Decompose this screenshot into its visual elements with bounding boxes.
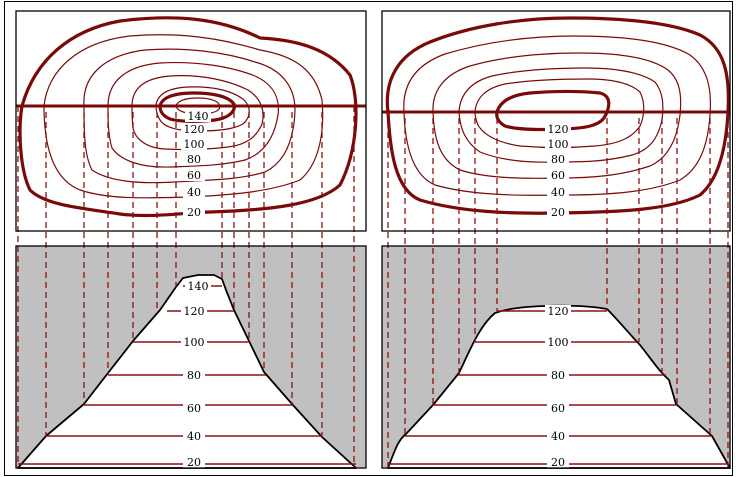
right-profile-label-100: 100 xyxy=(548,336,569,349)
right-map-label-120: 120 xyxy=(548,123,569,136)
right-profile-frame xyxy=(381,245,731,469)
right-panel: 120 100 80 60 40 20 120 100 80 60 40 20 xyxy=(381,10,731,469)
right-contour-40 xyxy=(403,35,712,196)
left-profile-label-100: 100 xyxy=(184,336,205,349)
right-profile-labels: 120 100 80 60 40 20 xyxy=(545,305,571,469)
left-map-label-60: 60 xyxy=(187,169,201,182)
left-profile-label-80: 80 xyxy=(187,369,201,382)
right-map-label-20: 20 xyxy=(551,206,565,219)
left-contour-40 xyxy=(43,34,324,199)
right-profile-label-40: 40 xyxy=(551,430,565,443)
right-map-label-100: 100 xyxy=(548,138,569,151)
left-contour-140 xyxy=(158,91,236,123)
left-profile-label-20: 20 xyxy=(187,456,201,469)
right-contour-120 xyxy=(495,89,611,132)
right-projection-lines xyxy=(387,112,729,468)
left-profile-frame xyxy=(15,245,367,469)
left-map-labels: 140 120 100 80 60 40 20 xyxy=(181,110,211,219)
left-contour-100 xyxy=(131,75,264,151)
right-map-label-60: 60 xyxy=(551,169,565,182)
left-map-label-140: 140 xyxy=(188,110,209,123)
left-profile-label-60: 60 xyxy=(187,402,201,415)
left-projection-lines xyxy=(17,106,355,468)
left-contour-80 xyxy=(107,62,280,168)
right-profile-label-120: 120 xyxy=(548,305,569,318)
right-map-label-80: 80 xyxy=(551,153,565,166)
left-profile-label-140: 140 xyxy=(188,280,209,293)
right-map-labels: 120 100 80 60 40 20 xyxy=(545,123,571,219)
right-map-frame xyxy=(381,10,731,232)
right-contour-100 xyxy=(474,78,645,149)
left-map-label-20: 20 xyxy=(187,206,201,219)
left-map-label-40: 40 xyxy=(187,186,201,199)
left-profile-label-40: 40 xyxy=(187,430,201,443)
left-contour-120 xyxy=(155,86,250,132)
right-map-label-40: 40 xyxy=(551,186,565,199)
left-profile-label-120: 120 xyxy=(184,305,205,318)
right-contour-60 xyxy=(432,52,682,179)
left-contour-20 xyxy=(18,16,358,218)
right-profile-label-60: 60 xyxy=(551,402,565,415)
right-profile-label-20: 20 xyxy=(551,456,565,469)
right-profile-label-80: 80 xyxy=(551,369,565,382)
left-panel: 140 120 100 80 60 40 20 140 120 100 80 6… xyxy=(15,10,367,469)
left-map-frame xyxy=(15,10,367,232)
left-map-label-80: 80 xyxy=(187,153,201,166)
left-map-label-120: 120 xyxy=(184,123,205,136)
left-contour-60 xyxy=(83,48,296,184)
figure-border xyxy=(4,1,733,476)
left-profile-labels: 140 120 100 80 60 40 20 xyxy=(181,280,211,469)
left-map-label-100: 100 xyxy=(184,138,205,151)
